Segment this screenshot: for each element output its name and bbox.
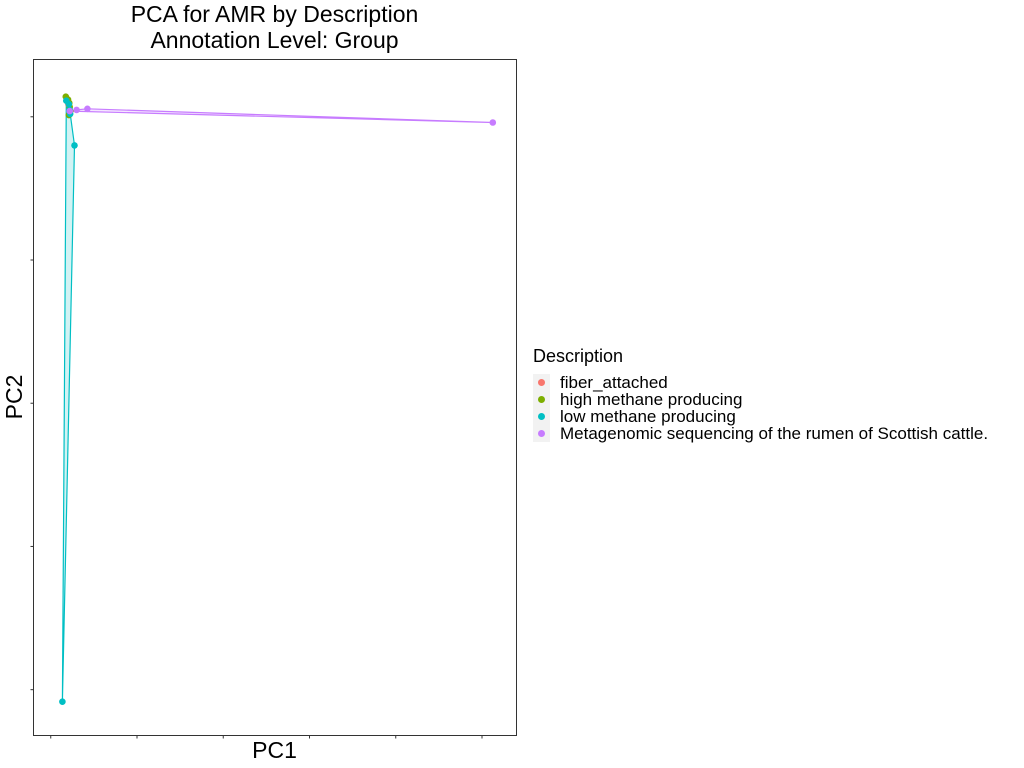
legend-label: low methane producing [560,407,736,426]
chart-title: PCA for AMR by Description [130,1,419,27]
data-point-s3-p1 [73,106,80,114]
x-axis-title: PC1 [252,737,297,763]
axis-ticks [30,116,483,739]
legend-item-high-methane: high methane producing [533,391,988,408]
data-point-s2-p4 [71,142,78,149]
points-layer [59,93,497,705]
legend-key [533,391,550,408]
data-point-s3-p2 [84,105,91,113]
legend-dot-icon [538,396,545,403]
legend-key [533,374,550,391]
legend-label: Metagenomic sequencing of the rumen of S… [560,424,989,443]
legend-dot-icon [538,430,545,437]
legend-label: high methane producing [560,390,743,409]
data-point-s3-p0 [66,107,73,115]
hull-series-3 [69,108,494,124]
hulls-layer [61,96,494,703]
data-point-s2-p1 [65,100,73,108]
legend-item-metagenomic: Metagenomic sequencing of the rumen of S… [533,425,988,442]
legend-item-low-methane: low methane producing [533,408,988,425]
legend: Description fiber_attached high methane … [533,345,988,442]
legend-key [533,425,550,442]
data-point-s3-p3 [489,119,497,126]
legend-dot-icon [538,379,545,386]
chart-subtitle: Annotation Level: Group [150,27,399,53]
legend-dot-icon [538,413,545,420]
y-axis-title: PC2 [1,374,27,420]
data-point-s2-p5 [59,698,66,705]
legend-label: fiber_attached [560,373,668,392]
plot-panel-border [33,59,517,736]
legend-item-fiber-attached: fiber_attached [533,374,988,391]
hull-series-2 [61,100,76,703]
legend-title: Description [533,346,624,366]
legend-key [533,408,550,425]
